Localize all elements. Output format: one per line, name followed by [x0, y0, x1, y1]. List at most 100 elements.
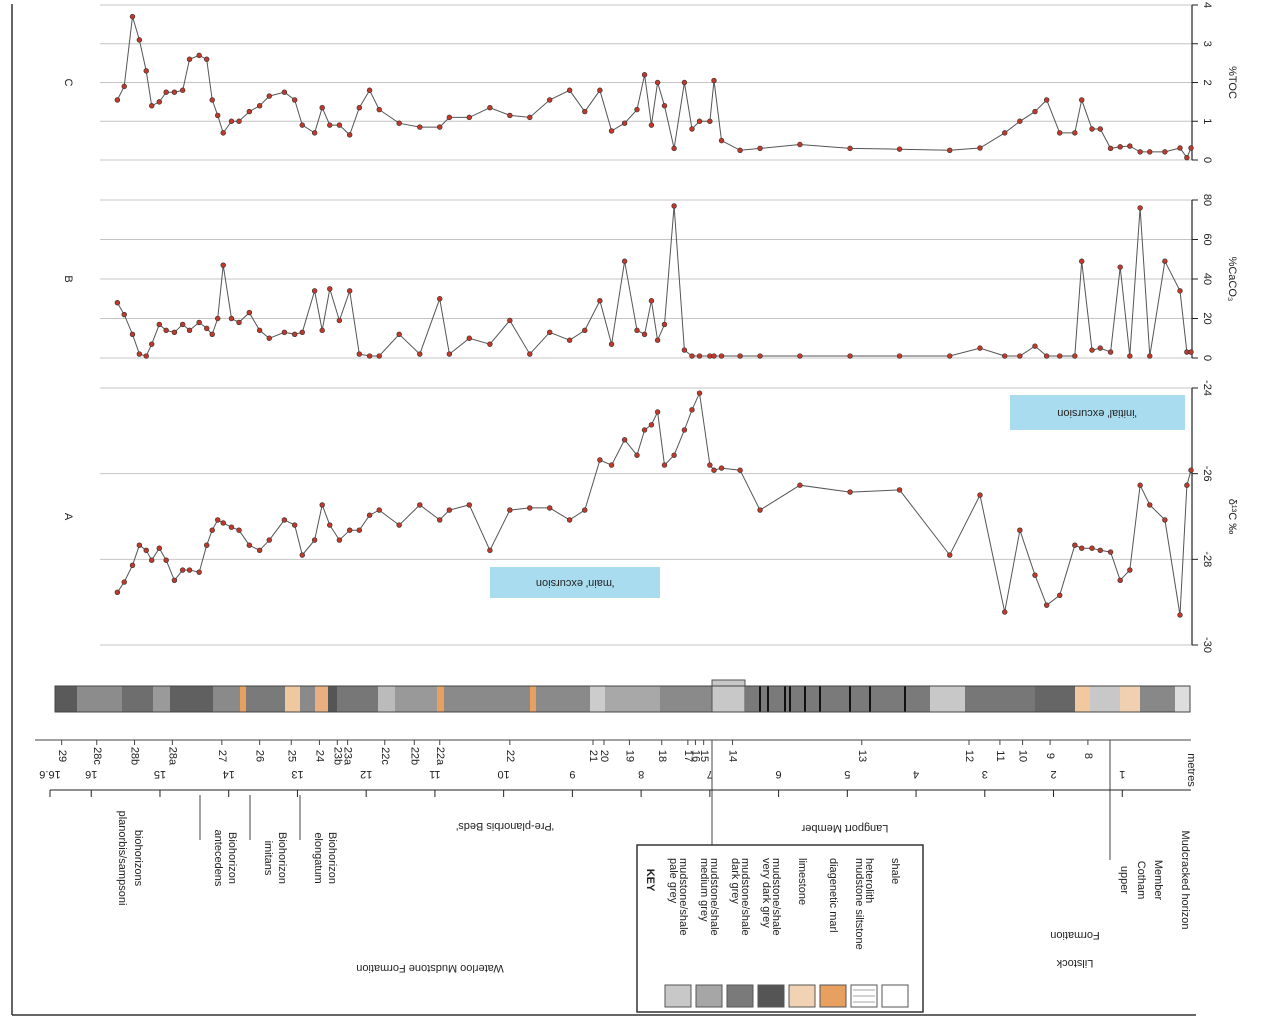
bed-label: 20: [598, 750, 610, 762]
data-point: [114, 97, 121, 103]
data-point: [671, 452, 677, 458]
data-point: [689, 126, 695, 132]
data-point: [757, 145, 763, 152]
data-point: [171, 577, 178, 584]
y-tick-label: 0: [1201, 355, 1213, 361]
data-point: [507, 112, 513, 119]
data-point: [346, 527, 353, 533]
data-point: [156, 99, 162, 105]
data-point: [149, 341, 155, 347]
data-point: [281, 89, 288, 95]
data-point: [291, 97, 298, 103]
data-point: [1137, 149, 1143, 155]
data-point: [977, 345, 983, 351]
data-point: [311, 537, 318, 543]
key-label: limestone: [796, 858, 808, 905]
data-point: [196, 569, 202, 575]
data-point: [196, 319, 202, 326]
data-point: [1079, 258, 1085, 264]
data-point: [527, 114, 533, 121]
data-point: [947, 552, 953, 558]
key-swatch: [819, 984, 847, 1008]
data-point: [236, 527, 242, 533]
data-point: [608, 341, 615, 347]
data-point: [209, 527, 215, 533]
annotation-box: [1010, 395, 1185, 430]
log-column: [54, 679, 1191, 713]
y-tick-label: 2: [1201, 79, 1213, 85]
key-label: mudstone/shale: [677, 858, 689, 936]
data-point: [336, 122, 343, 128]
data-point: [1072, 130, 1078, 136]
bed-label: 9: [1044, 753, 1056, 759]
bed-label: 25: [285, 750, 297, 762]
y-tick-label: 0: [1201, 157, 1213, 163]
data-point: [143, 353, 149, 359]
key-hatch: [853, 989, 875, 1003]
data-point: [319, 502, 325, 508]
y-tick-label: -30: [1201, 637, 1213, 653]
data-point: [376, 507, 382, 513]
data-point: [797, 353, 803, 359]
bed-label: 21: [587, 750, 599, 762]
data-point: [621, 437, 628, 443]
data-point: [121, 83, 127, 90]
data-point: [366, 87, 373, 93]
data-point: [266, 93, 272, 99]
data-point: [527, 505, 533, 511]
data-point: [696, 353, 703, 359]
y-tick-label: 40: [1201, 273, 1213, 285]
data-point: [327, 122, 333, 128]
data-point: [246, 542, 253, 548]
formation-label: Lilstock: [1056, 957, 1093, 969]
key-swatch: [664, 984, 692, 1008]
key-swatch: [695, 984, 723, 1008]
data-point: [228, 315, 235, 322]
x-tick-label: 4: [913, 768, 919, 780]
data-point: [417, 124, 423, 130]
data-point: [648, 122, 655, 128]
data-point: [299, 329, 305, 336]
data-point: [634, 327, 640, 334]
data-point: [121, 311, 127, 318]
unit-label: Cotham: [1135, 861, 1147, 900]
data-point: [196, 52, 202, 59]
data-point: [143, 68, 149, 74]
data-point: [311, 130, 318, 136]
unit-label: Biohorizon: [326, 832, 338, 884]
data-point: [291, 522, 298, 528]
bed-label: 26: [254, 750, 266, 762]
data-point: [487, 341, 493, 347]
data-point: [136, 542, 143, 548]
data-point: [366, 512, 373, 518]
key-label: very dark grey: [760, 858, 772, 928]
data-point: [1117, 144, 1123, 150]
data-point: [215, 517, 221, 523]
bed-label: 10: [1017, 750, 1029, 762]
bed-label: 28a: [166, 747, 178, 766]
x-axis-label: metres: [1185, 753, 1197, 787]
data-point: [634, 452, 640, 458]
y-tick-label: 60: [1201, 233, 1213, 245]
data-point: [718, 137, 725, 144]
data-point: [1072, 542, 1078, 548]
data-point: [1057, 130, 1063, 136]
data-point: [246, 108, 253, 115]
data-point: [547, 329, 553, 336]
bed-label: 22a: [434, 747, 446, 766]
data-line: [116, 16, 1192, 159]
data-point: [566, 517, 573, 523]
bed-label: 28b: [129, 747, 141, 765]
data-point: [737, 147, 743, 154]
data-point: [1177, 612, 1183, 618]
data-point: [696, 390, 703, 396]
data-point: [1072, 353, 1078, 359]
y-tick-label: 4: [1201, 2, 1213, 8]
data-point: [186, 567, 193, 573]
data-point: [186, 56, 193, 62]
data-point: [396, 120, 402, 126]
data-point: [707, 118, 713, 124]
data-point: [641, 331, 648, 337]
data-point: [114, 589, 121, 596]
y-tick-label: 80: [1201, 194, 1213, 206]
